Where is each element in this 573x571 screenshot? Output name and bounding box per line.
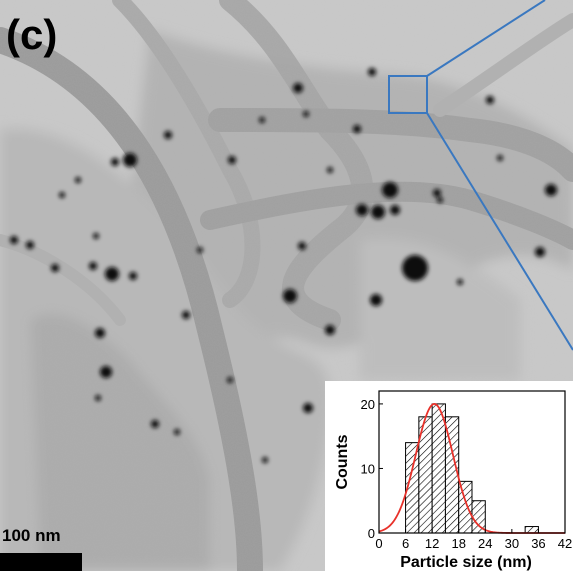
x-tick-label: 12 xyxy=(425,536,439,551)
y-tick-label: 10 xyxy=(361,461,375,476)
y-tick-label: 20 xyxy=(361,397,375,412)
x-tick-label: 42 xyxy=(558,536,572,551)
y-axis-label: Counts xyxy=(334,434,351,489)
panel-label: (c) xyxy=(6,11,58,58)
y-tick-label: 0 xyxy=(368,526,375,541)
x-tick-label: 30 xyxy=(505,536,519,551)
x-axis-label: Particle size (nm) xyxy=(400,554,532,571)
scale-bar-label: 100 nm xyxy=(2,526,61,545)
histogram-bar xyxy=(458,480,473,534)
x-tick-label: 0 xyxy=(375,536,382,551)
nanoparticles xyxy=(10,68,557,463)
size-histogram-inset: 0 6 12 18 24 30 36 42 0 10 20 Particle size (nm) … xyxy=(325,381,573,571)
scale-bar xyxy=(0,553,82,571)
histogram-bar xyxy=(524,526,539,534)
x-tick-label: 36 xyxy=(531,536,545,551)
histogram-bar xyxy=(431,403,446,534)
x-tick-label: 18 xyxy=(451,536,465,551)
x-tick-label: 24 xyxy=(478,536,492,551)
x-tick-label: 6 xyxy=(402,536,409,551)
plot-frame xyxy=(378,390,566,534)
zoom-indicator xyxy=(388,0,573,351)
